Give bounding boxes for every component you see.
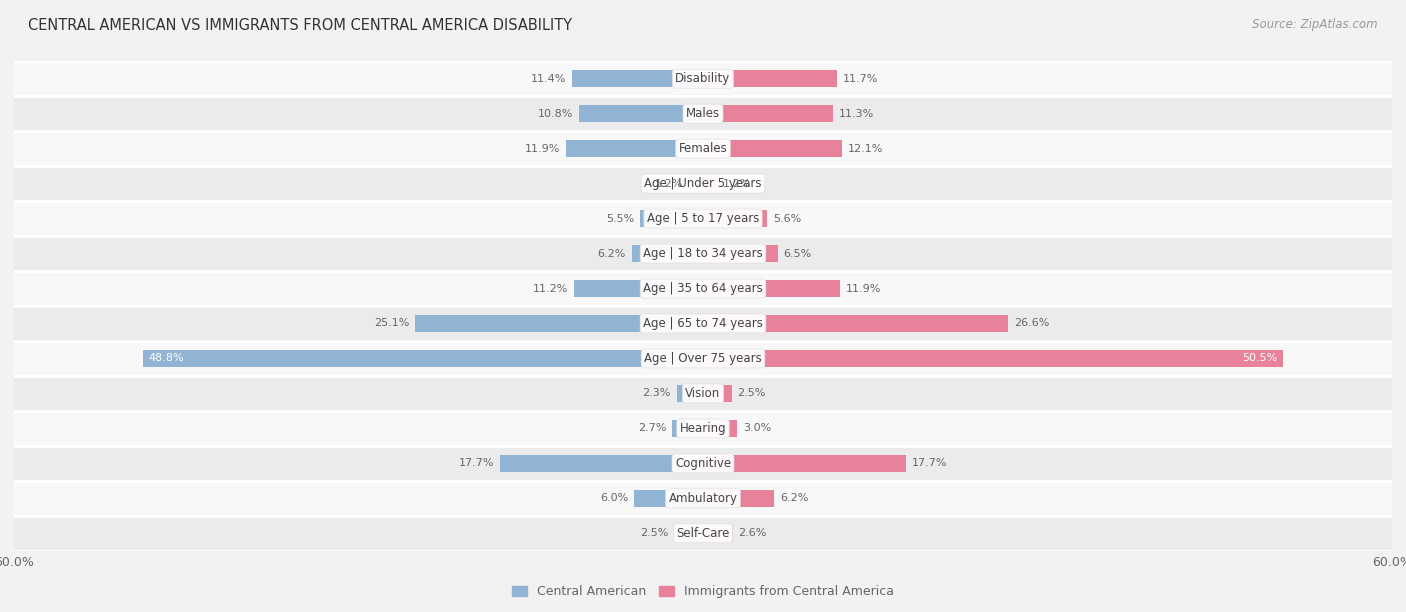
Bar — [703, 175, 717, 192]
Bar — [142, 349, 703, 367]
Text: 2.6%: 2.6% — [738, 528, 766, 539]
Text: 10.8%: 10.8% — [538, 109, 574, 119]
Text: Hearing: Hearing — [679, 422, 727, 435]
Text: 26.6%: 26.6% — [1014, 318, 1049, 329]
Bar — [703, 349, 1282, 367]
Bar — [14, 306, 1392, 341]
Text: Age | 5 to 17 years: Age | 5 to 17 years — [647, 212, 759, 225]
Text: 12.1%: 12.1% — [848, 144, 883, 154]
Text: Age | 35 to 64 years: Age | 35 to 64 years — [643, 282, 763, 295]
Bar — [14, 61, 1392, 96]
Text: Age | 65 to 74 years: Age | 65 to 74 years — [643, 317, 763, 330]
Bar — [703, 245, 778, 263]
Bar — [631, 245, 703, 263]
Bar — [703, 385, 731, 402]
Bar — [572, 70, 703, 88]
Bar — [703, 280, 839, 297]
Legend: Central American, Immigrants from Central America: Central American, Immigrants from Centra… — [508, 580, 898, 603]
Text: 17.7%: 17.7% — [912, 458, 948, 468]
Text: 2.3%: 2.3% — [643, 389, 671, 398]
Text: Vision: Vision — [685, 387, 721, 400]
Text: 6.2%: 6.2% — [598, 248, 626, 258]
Text: Males: Males — [686, 107, 720, 120]
Bar — [14, 201, 1392, 236]
Bar — [14, 96, 1392, 131]
Text: 2.7%: 2.7% — [638, 424, 666, 433]
Text: Age | Over 75 years: Age | Over 75 years — [644, 352, 762, 365]
Text: 1.2%: 1.2% — [655, 179, 683, 188]
Bar — [14, 236, 1392, 271]
Text: 50.5%: 50.5% — [1241, 354, 1277, 364]
Text: 11.9%: 11.9% — [526, 144, 561, 154]
Text: 6.0%: 6.0% — [600, 493, 628, 503]
Bar — [703, 420, 738, 437]
Text: 11.4%: 11.4% — [531, 73, 567, 84]
Text: Cognitive: Cognitive — [675, 457, 731, 470]
Bar — [14, 271, 1392, 306]
Text: Ambulatory: Ambulatory — [668, 492, 738, 505]
Bar — [640, 210, 703, 227]
Text: Self-Care: Self-Care — [676, 527, 730, 540]
Bar — [14, 376, 1392, 411]
Text: 11.3%: 11.3% — [838, 109, 873, 119]
Bar — [703, 524, 733, 542]
Bar — [415, 315, 703, 332]
Bar — [703, 105, 832, 122]
Text: Source: ZipAtlas.com: Source: ZipAtlas.com — [1253, 18, 1378, 31]
Text: 5.5%: 5.5% — [606, 214, 634, 223]
Bar — [703, 315, 1008, 332]
Text: 25.1%: 25.1% — [374, 318, 409, 329]
Bar — [575, 280, 703, 297]
Bar — [14, 516, 1392, 551]
Text: 11.9%: 11.9% — [845, 283, 880, 294]
Text: Disability: Disability — [675, 72, 731, 85]
Text: 11.7%: 11.7% — [844, 73, 879, 84]
Bar — [579, 105, 703, 122]
Bar — [14, 446, 1392, 481]
Bar — [676, 385, 703, 402]
Bar — [703, 490, 775, 507]
Text: 17.7%: 17.7% — [458, 458, 494, 468]
Bar — [499, 455, 703, 472]
Text: 2.5%: 2.5% — [640, 528, 669, 539]
Text: Females: Females — [679, 142, 727, 155]
Text: Age | Under 5 years: Age | Under 5 years — [644, 177, 762, 190]
Bar — [14, 166, 1392, 201]
Bar — [703, 70, 838, 88]
Text: 3.0%: 3.0% — [744, 424, 772, 433]
Text: 2.5%: 2.5% — [738, 389, 766, 398]
Bar — [14, 481, 1392, 516]
Bar — [634, 490, 703, 507]
Text: 5.6%: 5.6% — [773, 214, 801, 223]
Bar — [703, 140, 842, 157]
Text: 1.2%: 1.2% — [723, 179, 751, 188]
Text: 6.2%: 6.2% — [780, 493, 808, 503]
Text: 6.5%: 6.5% — [783, 248, 811, 258]
Bar — [567, 140, 703, 157]
Bar — [14, 411, 1392, 446]
Bar — [14, 341, 1392, 376]
Text: 48.8%: 48.8% — [149, 354, 184, 364]
Bar — [14, 131, 1392, 166]
Bar — [672, 420, 703, 437]
Bar — [703, 210, 768, 227]
Bar — [675, 524, 703, 542]
Text: Age | 18 to 34 years: Age | 18 to 34 years — [643, 247, 763, 260]
Bar — [703, 455, 907, 472]
Text: 11.2%: 11.2% — [533, 283, 568, 294]
Text: CENTRAL AMERICAN VS IMMIGRANTS FROM CENTRAL AMERICA DISABILITY: CENTRAL AMERICAN VS IMMIGRANTS FROM CENT… — [28, 18, 572, 34]
Bar — [689, 175, 703, 192]
